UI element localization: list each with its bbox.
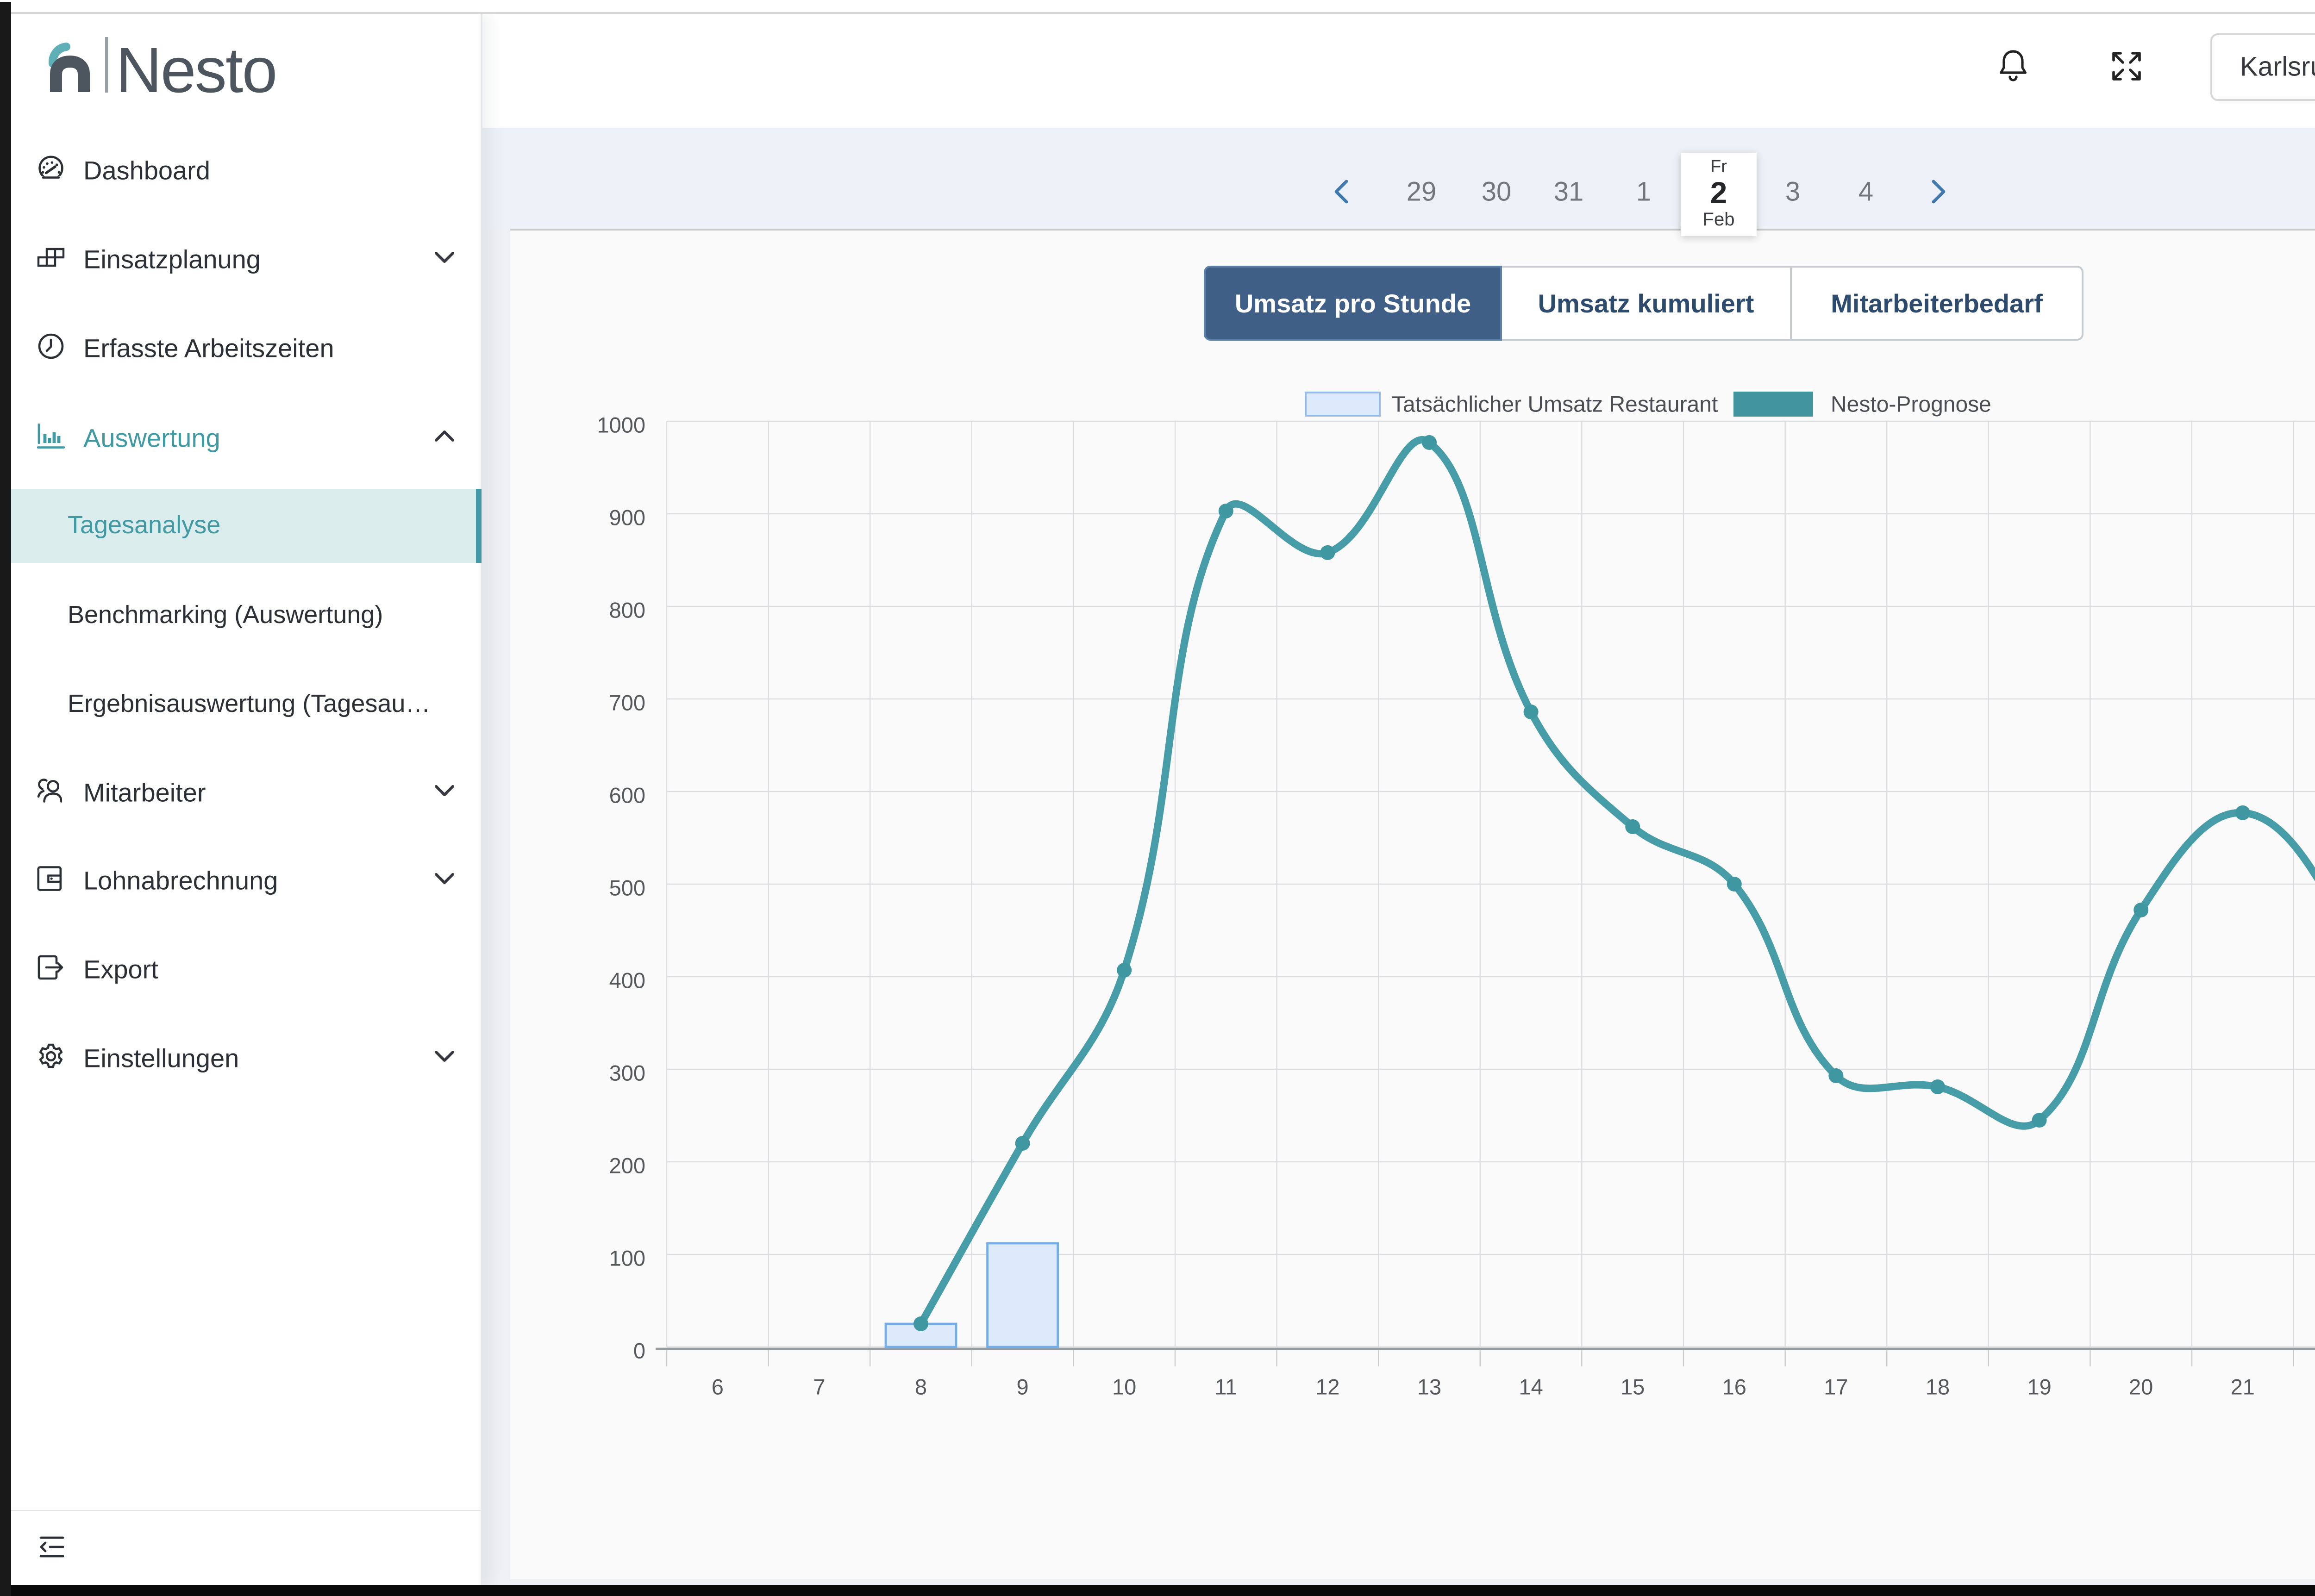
svg-text:Nesto: Nesto — [116, 36, 276, 106]
svg-text:13: 13 — [1417, 1375, 1441, 1399]
svg-text:600: 600 — [609, 783, 645, 808]
svg-text:20: 20 — [2129, 1375, 2153, 1399]
svg-text:6: 6 — [712, 1375, 724, 1399]
svg-text:12: 12 — [1315, 1375, 1339, 1399]
svg-text:21: 21 — [2231, 1375, 2255, 1399]
svg-text:15: 15 — [1620, 1375, 1645, 1399]
svg-text:16: 16 — [1722, 1375, 1746, 1399]
svg-text:11: 11 — [1214, 1375, 1237, 1399]
svg-text:0: 0 — [633, 1339, 645, 1363]
svg-text:900: 900 — [609, 505, 645, 530]
svg-text:400: 400 — [609, 968, 645, 993]
svg-text:7: 7 — [813, 1375, 825, 1399]
svg-text:700: 700 — [609, 691, 645, 715]
svg-text:14: 14 — [1519, 1375, 1543, 1399]
svg-text:1000: 1000 — [597, 413, 645, 437]
svg-text:10: 10 — [1112, 1375, 1136, 1399]
svg-text:200: 200 — [609, 1153, 645, 1178]
svg-text:800: 800 — [609, 598, 645, 623]
svg-text:17: 17 — [1824, 1375, 1848, 1399]
svg-text:9: 9 — [1017, 1375, 1029, 1399]
svg-text:19: 19 — [2027, 1375, 2051, 1399]
svg-text:300: 300 — [609, 1061, 645, 1085]
svg-text:500: 500 — [609, 876, 645, 900]
svg-text:18: 18 — [1926, 1375, 1950, 1399]
svg-text:100: 100 — [609, 1246, 645, 1271]
svg-text:8: 8 — [915, 1375, 927, 1399]
